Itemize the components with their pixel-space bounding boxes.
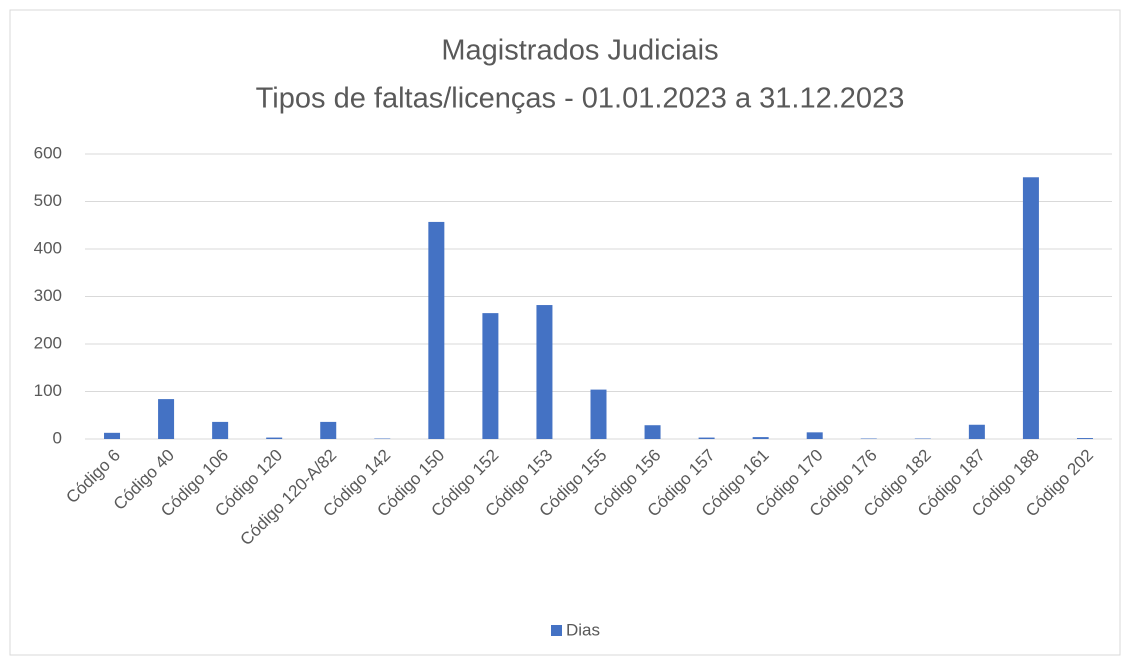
bar bbox=[158, 399, 174, 439]
bar bbox=[1023, 177, 1039, 439]
bar bbox=[1077, 438, 1093, 439]
bar bbox=[482, 313, 498, 439]
chart-subtitle: Tipos de faltas/licenças - 01.01.2023 a … bbox=[256, 83, 905, 115]
legend-swatch bbox=[551, 625, 562, 636]
y-tick-label: 100 bbox=[34, 381, 62, 400]
bar bbox=[645, 425, 661, 439]
y-tick-label: 300 bbox=[34, 286, 62, 305]
y-tick-label: 0 bbox=[53, 428, 62, 447]
bar bbox=[591, 390, 607, 439]
y-tick-label: 200 bbox=[34, 333, 62, 352]
bar bbox=[536, 305, 552, 439]
legend-label: Dias bbox=[566, 620, 600, 639]
bar bbox=[266, 438, 282, 439]
bar bbox=[104, 433, 120, 439]
y-tick-label: 400 bbox=[34, 238, 62, 257]
bar bbox=[753, 437, 769, 439]
bar bbox=[212, 422, 228, 439]
bar bbox=[428, 222, 444, 439]
bar bbox=[969, 425, 985, 439]
bar bbox=[807, 432, 823, 439]
y-tick-label: 600 bbox=[34, 143, 62, 162]
chart-title: Magistrados Judiciais bbox=[441, 35, 718, 67]
y-tick-label: 500 bbox=[34, 191, 62, 210]
bar bbox=[320, 422, 336, 439]
bar bbox=[699, 438, 715, 439]
